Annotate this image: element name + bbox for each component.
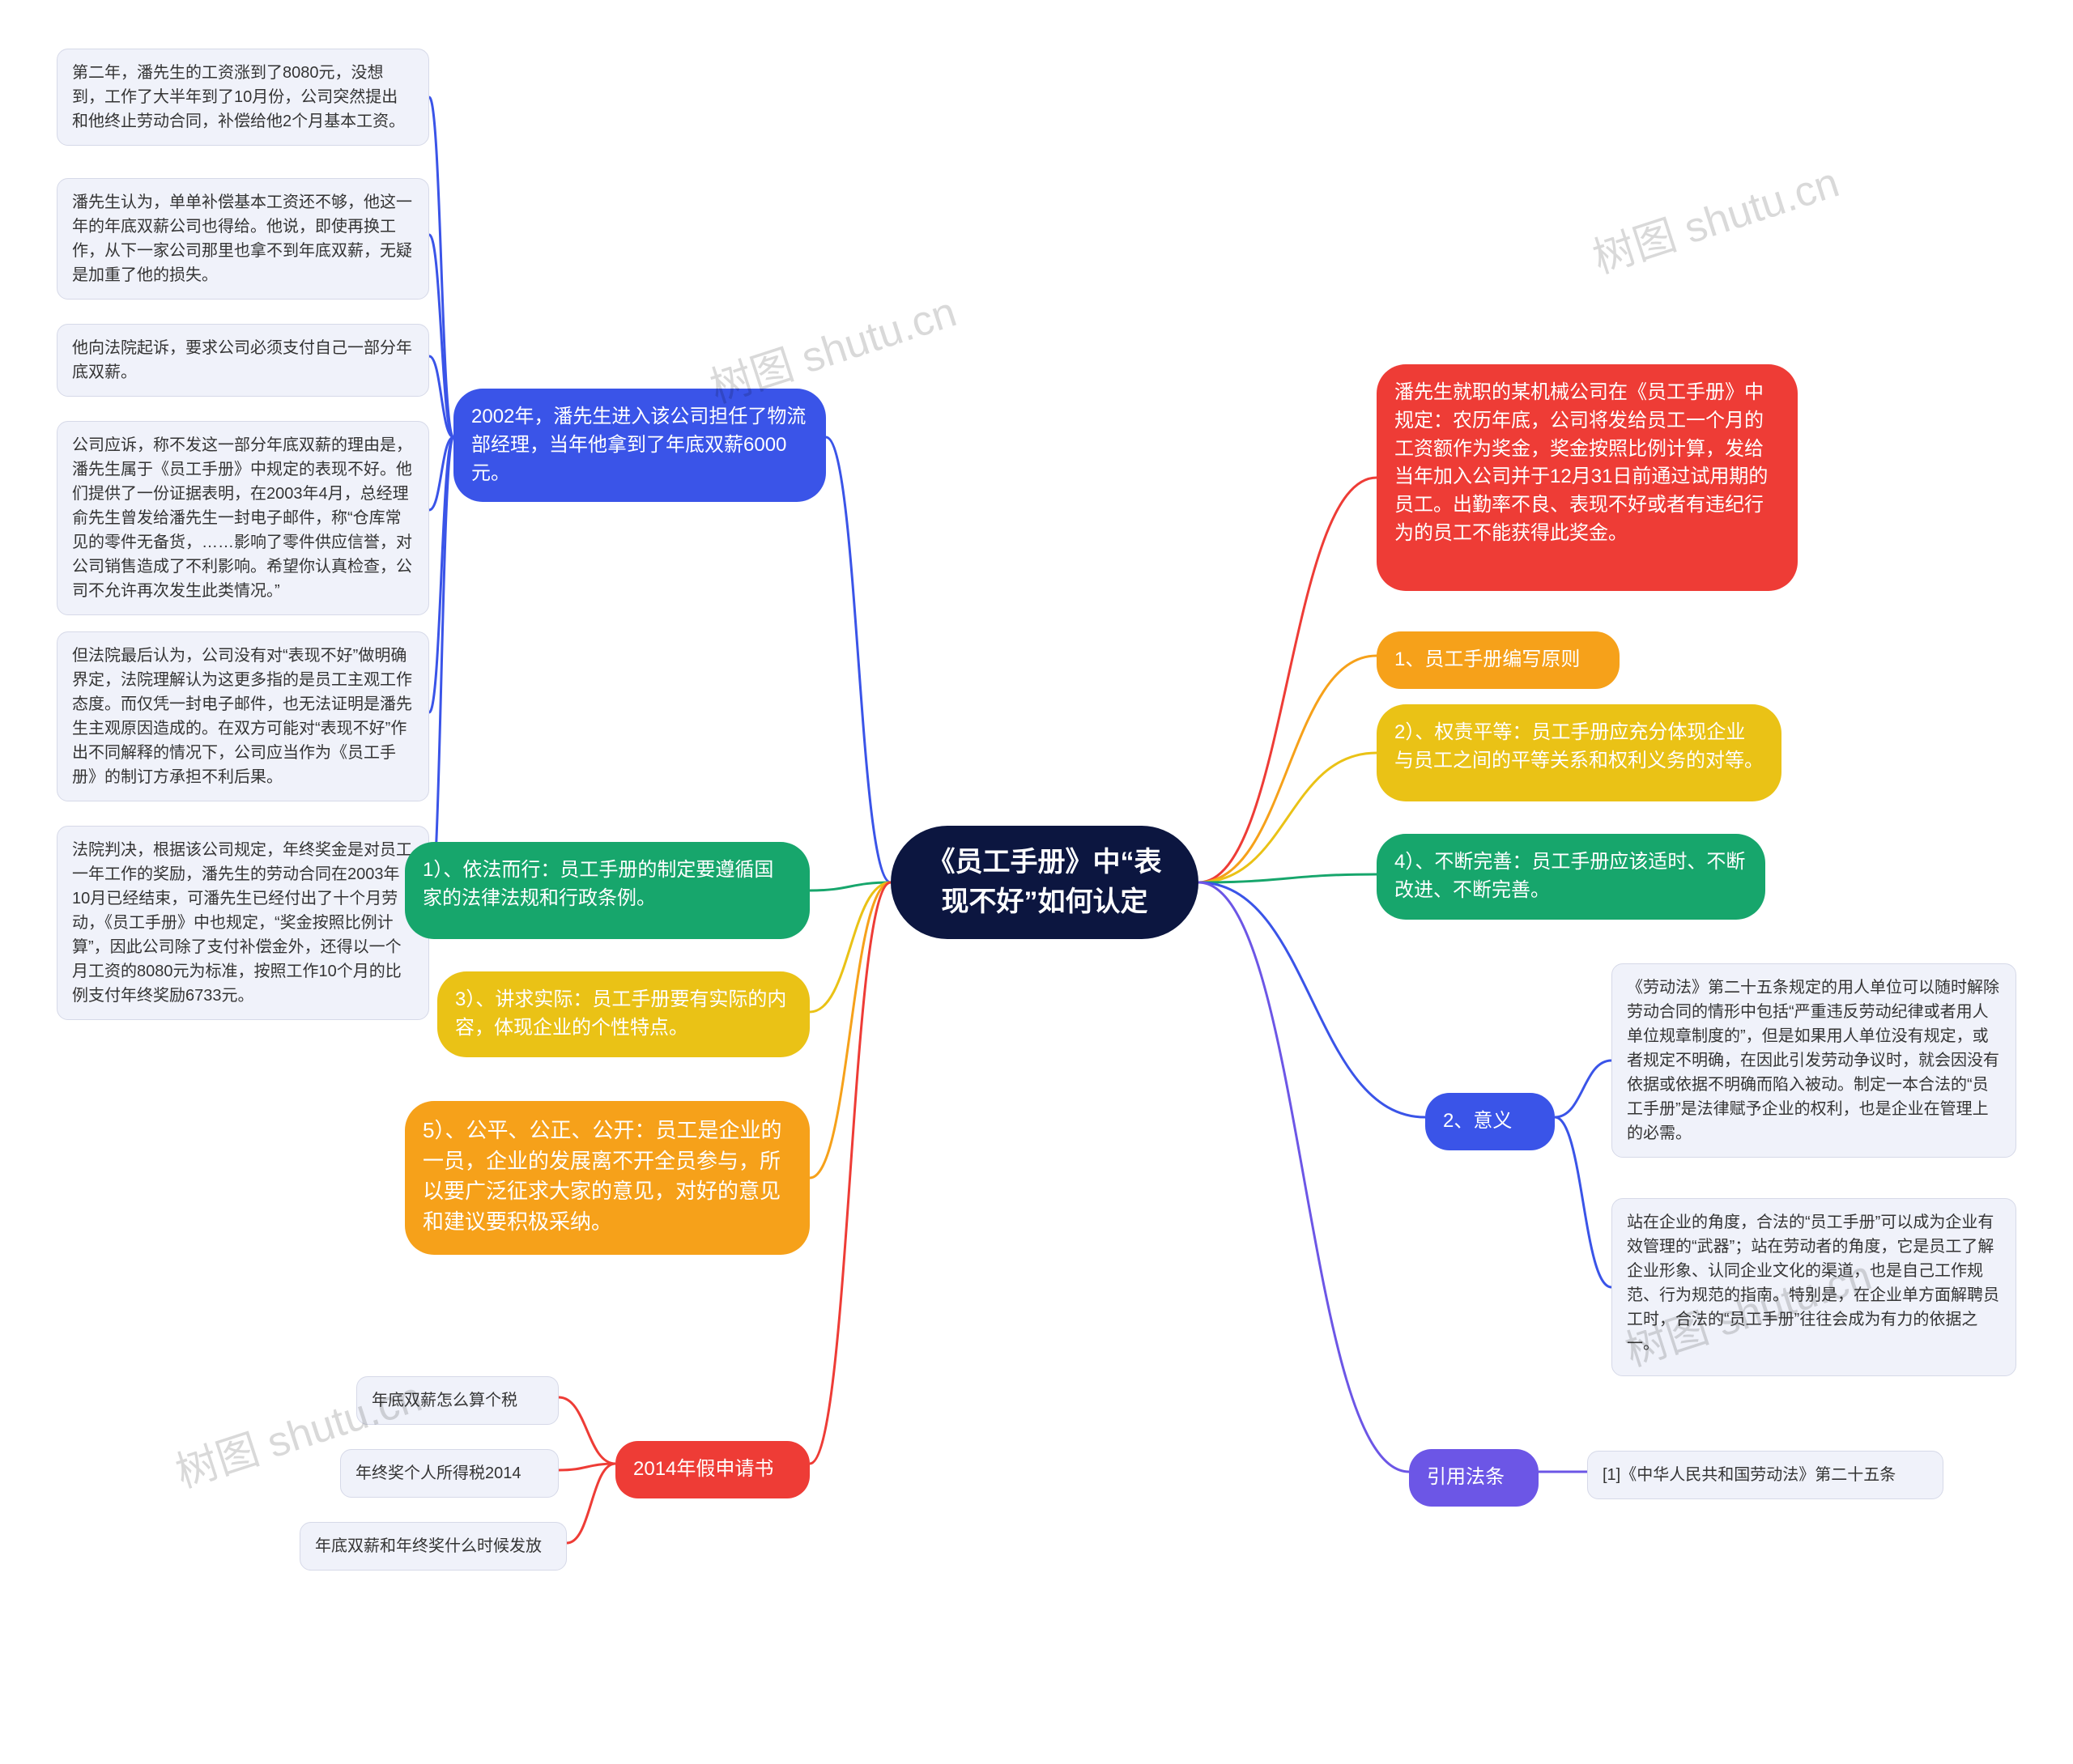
watermark-text: 树图 shutu.cn	[1587, 159, 1845, 283]
leaf-text: 年底双薪和年终奖什么时候发放	[315, 1537, 542, 1555]
branch-label: 2002年，潘先生进入该公司担任了物流部经理，当年他拿到了年底双薪6000元。	[471, 406, 806, 484]
branch-label: 2）、权责平等：员工手册应充分体现企业与员工之间的平等关系和权利义务的对等。	[1394, 721, 1764, 771]
branch-l1: 2002年，潘先生进入该公司担任了物流部经理，当年他拿到了年底双薪6000元。	[453, 389, 826, 502]
leaf-text: 潘先生认为，单单补偿基本工资还不够，他这一年的年底双薪公司也得给。他说，即使再换…	[72, 193, 412, 284]
branch-l5: 2014年假申请书	[615, 1441, 810, 1498]
leaf-text: 第二年，潘先生的工资涨到了8080元，没想到，工作了大半年到了10月份，公司突然…	[72, 64, 405, 130]
leaf-text: 年底双薪怎么算个税	[372, 1392, 517, 1409]
leaf-l1-3: 公司应诉，称不发这一部分年底双薪的理由是，潘先生属于《员工手册》中规定的表现不好…	[57, 421, 429, 615]
branch-label: 引用法条	[1427, 1466, 1505, 1488]
leaf-text: 站在企业的角度，合法的“员工手册”可以成为企业有效管理的“武器”；站在劳动者的角…	[1627, 1214, 1999, 1353]
branch-r1: 潘先生就职的某机械公司在《员工手册》中规定：农历年底，公司将发给员工一个月的工资…	[1377, 364, 1798, 591]
branch-l3: 3）、讲求实际：员工手册要有实际的内容，体现企业的个性特点。	[437, 971, 810, 1057]
branch-label: 3）、讲求实际：员工手册要有实际的内容，体现企业的个性特点。	[455, 988, 786, 1039]
branch-l4: 5）、公平、公正、公开：员工是企业的一员，企业的发展离不开全员参与，所以要广泛征…	[405, 1101, 810, 1255]
leaf-r5-0: 《劳动法》第二十五条规定的用人单位可以随时解除劳动合同的情形中包括“严重违反劳动…	[1611, 963, 2016, 1158]
leaf-l5-0: 年底双薪怎么算个税	[356, 1376, 559, 1425]
branch-label: 1）、依法而行：员工手册的制定要遵循国家的法律法规和行政条例。	[423, 859, 773, 909]
leaf-text: [1]《中华人民共和国劳动法》第二十五条	[1603, 1466, 1896, 1484]
branch-r4: 4）、不断完善：员工手册应该适时、不断改进、不断完善。	[1377, 834, 1765, 920]
leaf-r6-0: [1]《中华人民共和国劳动法》第二十五条	[1587, 1451, 1943, 1499]
center-label: 《员工手册》中“表现不好”如何认定	[923, 843, 1166, 923]
leaf-text: 《劳动法》第二十五条规定的用人单位可以随时解除劳动合同的情形中包括“严重违反劳动…	[1627, 979, 1999, 1142]
branch-label: 4）、不断完善：员工手册应该适时、不断改进、不断完善。	[1394, 851, 1745, 901]
branch-label: 1、员工手册编写原则	[1394, 648, 1580, 670]
branch-label: 潘先生就职的某机械公司在《员工手册》中规定：农历年底，公司将发给员工一个月的工资…	[1394, 381, 1768, 544]
branch-r6: 引用法条	[1409, 1449, 1539, 1507]
leaf-l5-2: 年底双薪和年终奖什么时候发放	[300, 1522, 567, 1571]
branch-r3: 2）、权责平等：员工手册应充分体现企业与员工之间的平等关系和权利义务的对等。	[1377, 704, 1781, 801]
leaf-l1-4: 但法院最后认为，公司没有对“表现不好”做明确界定，法院理解认为这更多指的是员工主…	[57, 631, 429, 801]
leaf-text: 法院判决，根据该公司规定，年终奖金是对员工一年工作的奖励，潘先生的劳动合同在20…	[72, 841, 412, 1005]
branch-label: 2014年假申请书	[633, 1458, 773, 1480]
leaf-text: 年终奖个人所得税2014	[355, 1464, 521, 1482]
leaf-l1-0: 第二年，潘先生的工资涨到了8080元，没想到，工作了大半年到了10月份，公司突然…	[57, 49, 429, 146]
leaf-text: 但法院最后认为，公司没有对“表现不好”做明确界定，法院理解认为这更多指的是员工主…	[72, 647, 412, 786]
leaf-text: 公司应诉，称不发这一部分年底双薪的理由是，潘先生属于《员工手册》中规定的表现不好…	[72, 436, 412, 600]
branch-r2: 1、员工手册编写原则	[1377, 631, 1620, 689]
branch-label: 5）、公平、公正、公开：员工是企业的一员，企业的发展离不开全员参与，所以要广泛征…	[423, 1118, 781, 1234]
center-node: 《员工手册》中“表现不好”如何认定	[891, 826, 1198, 939]
branch-l2: 1）、依法而行：员工手册的制定要遵循国家的法律法规和行政条例。	[405, 842, 810, 939]
leaf-l5-1: 年终奖个人所得税2014	[340, 1449, 559, 1498]
leaf-r5-1: 站在企业的角度，合法的“员工手册”可以成为企业有效管理的“武器”；站在劳动者的角…	[1611, 1198, 2016, 1376]
branch-r5: 2、意义	[1425, 1093, 1555, 1150]
watermark: 树图 shutu.cn	[1584, 148, 1845, 285]
leaf-l1-2: 他向法院起诉，要求公司必须支付自己一部分年底双薪。	[57, 324, 429, 397]
leaf-text: 他向法院起诉，要求公司必须支付自己一部分年底双薪。	[72, 339, 412, 381]
leaf-l1-1: 潘先生认为，单单补偿基本工资还不够，他这一年的年底双薪公司也得给。他说，即使再换…	[57, 178, 429, 300]
leaf-l1-5: 法院判决，根据该公司规定，年终奖金是对员工一年工作的奖励，潘先生的劳动合同在20…	[57, 826, 429, 1020]
branch-label: 2、意义	[1443, 1110, 1512, 1132]
